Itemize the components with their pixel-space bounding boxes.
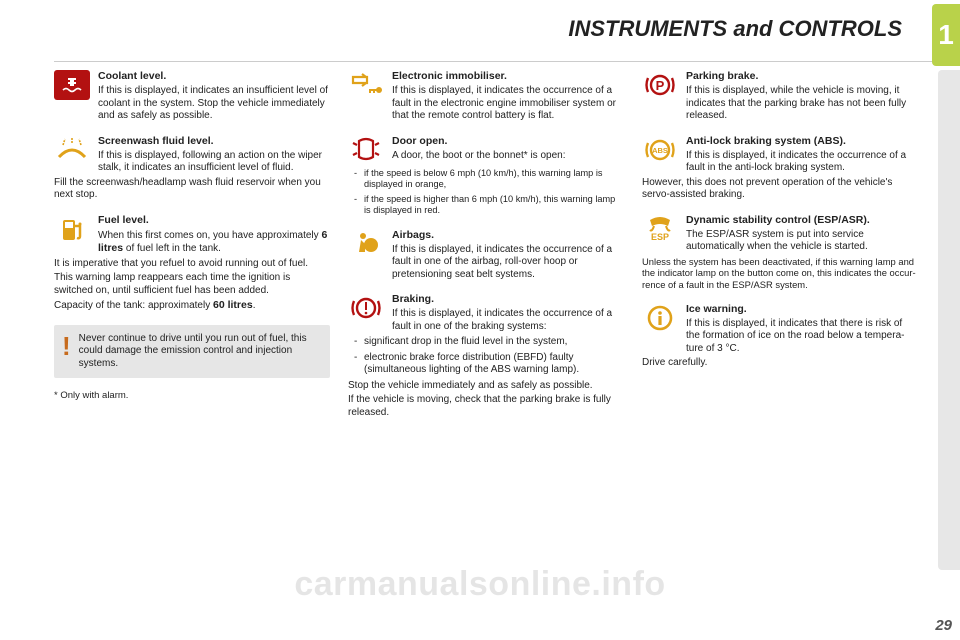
svg-text:P: P: [656, 78, 665, 93]
manual-page: 1 INSTRUMENTS and CONTROLS Coolant level…: [0, 0, 960, 640]
ice-text: If this is displayed, it indicates that …: [686, 318, 918, 356]
warning-box: ! Never continue to drive until you run …: [54, 325, 330, 379]
entry-parking: P Parking brake. If this is displayed, w…: [642, 70, 918, 123]
fuel-cont3: Capacity of the tank: approximately 60 l…: [54, 299, 330, 313]
airbag-icon: [348, 229, 384, 259]
entry-ice: Ice warning. If this is displayed, it in…: [642, 303, 918, 370]
door-text: A door, the boot or the bonnet* is open:: [392, 150, 624, 163]
footnote: * Only with alarm.: [54, 390, 330, 401]
immo-title: Electronic immobiliser.: [392, 70, 624, 82]
fuel-title: Fuel level.: [98, 214, 330, 226]
door-bullets: if the speed is below 6 mph (10 km/h), t…: [354, 168, 624, 217]
info-icon: [642, 303, 678, 333]
immo-text: If this is displayed, it indicates the o…: [392, 85, 624, 123]
warning-text: Never continue to drive until you run ou…: [79, 333, 322, 371]
braking-b2: electronic brake force distribution (EBF…: [354, 352, 624, 377]
entry-airbags: Airbags. If this is displayed, it indica…: [348, 229, 624, 282]
side-tab-strip: [938, 70, 960, 570]
esp-text: The ESP/ASR system is put into service a…: [686, 229, 918, 254]
entry-fuel: Fuel level. When this first comes on, yo…: [54, 214, 330, 313]
parking-title: Parking brake.: [686, 70, 918, 82]
coolant-icon: [54, 70, 90, 100]
screenwash-cont: Fill the screenwash/headlamp wash flu­id…: [54, 177, 330, 202]
entry-abs: ABS Anti-lock braking system (ABS). If t…: [642, 135, 918, 202]
abs-text: If this is displayed, it indicates the o…: [686, 150, 918, 175]
coolant-title: Coolant level.: [98, 70, 330, 82]
coolant-text: If this is displayed, it indicates an in…: [98, 85, 330, 123]
entry-screenwash: Screenwash fluid level. If this is displ…: [54, 135, 330, 202]
parking-icon: P: [642, 70, 678, 100]
svg-text:ABS: ABS: [652, 146, 668, 155]
parking-text: If this is displayed, while the ve­hicle…: [686, 85, 918, 123]
abs-title: Anti-lock braking system (ABS).: [686, 135, 918, 147]
content-columns: Coolant level. If this is displayed, it …: [54, 62, 938, 431]
airbags-title: Airbags.: [392, 229, 624, 241]
esp-cont: Unless the system has been deactivated, …: [642, 256, 918, 291]
door-b1: if the speed is below 6 mph (10 km/h), t…: [354, 168, 624, 191]
exclaim-icon: !: [62, 333, 71, 359]
fuel-cont1: It is imperative that you refuel to avoi…: [54, 258, 330, 271]
chapter-tab: 1: [932, 4, 960, 66]
key-icon: [348, 70, 384, 100]
braking-b1: significant drop in the fluid level in t…: [354, 336, 624, 349]
door-b2: if the speed is higher than 6 mph (10 km…: [354, 194, 624, 217]
entry-door: Door open. A door, the boot or the bonne…: [348, 135, 624, 217]
fuel-cont2: This warning lamp reappears each time th…: [54, 272, 330, 297]
screenwash-icon: [54, 135, 90, 165]
page-number: 29: [935, 617, 952, 634]
airbags-text: If this is displayed, it indicates the o…: [392, 244, 624, 282]
brake-icon: [348, 293, 384, 323]
braking-bullets: significant drop in the fluid level in t…: [354, 336, 624, 377]
ice-title: Ice warning.: [686, 303, 918, 315]
esp-title: Dynamic stability control (ESP/ASR).: [686, 214, 918, 226]
ice-cont: Drive carefully.: [642, 357, 918, 370]
watermark: carmanualsonline.info: [0, 565, 960, 604]
esp-icon: ESP: [642, 214, 678, 244]
screenwash-text: If this is displayed, following an actio…: [98, 150, 330, 175]
page-title: INSTRUMENTS and CONTROLS: [54, 10, 938, 62]
door-title: Door open.: [392, 135, 624, 147]
braking-cont2: If the vehicle is moving, check that the…: [348, 394, 624, 419]
fuel-text: When this first comes on, you have appro…: [98, 229, 330, 256]
entry-esp: ESP Dynamic stability control (ESP/ASR).…: [642, 214, 918, 291]
braking-text: If this is displayed, it indicates the o…: [392, 308, 624, 333]
column-3: P Parking brake. If this is displayed, w…: [642, 70, 918, 431]
abs-cont: However, this does not prevent op­eratio…: [642, 177, 918, 202]
entry-coolant: Coolant level. If this is displayed, it …: [54, 70, 330, 123]
svg-text:ESP: ESP: [651, 232, 669, 242]
column-1: Coolant level. If this is displayed, it …: [54, 70, 330, 431]
column-2: Electronic immobiliser. If this is displ…: [348, 70, 624, 431]
fuel-icon: [54, 214, 90, 244]
abs-icon: ABS: [642, 135, 678, 165]
screenwash-title: Screenwash fluid level.: [98, 135, 330, 147]
entry-immobiliser: Electronic immobiliser. If this is displ…: [348, 70, 624, 123]
entry-braking: Braking. If this is displayed, it indica…: [348, 293, 624, 419]
braking-title: Braking.: [392, 293, 624, 305]
braking-cont1: Stop the vehicle immediately and as safe…: [348, 380, 624, 393]
door-icon: [348, 135, 384, 165]
